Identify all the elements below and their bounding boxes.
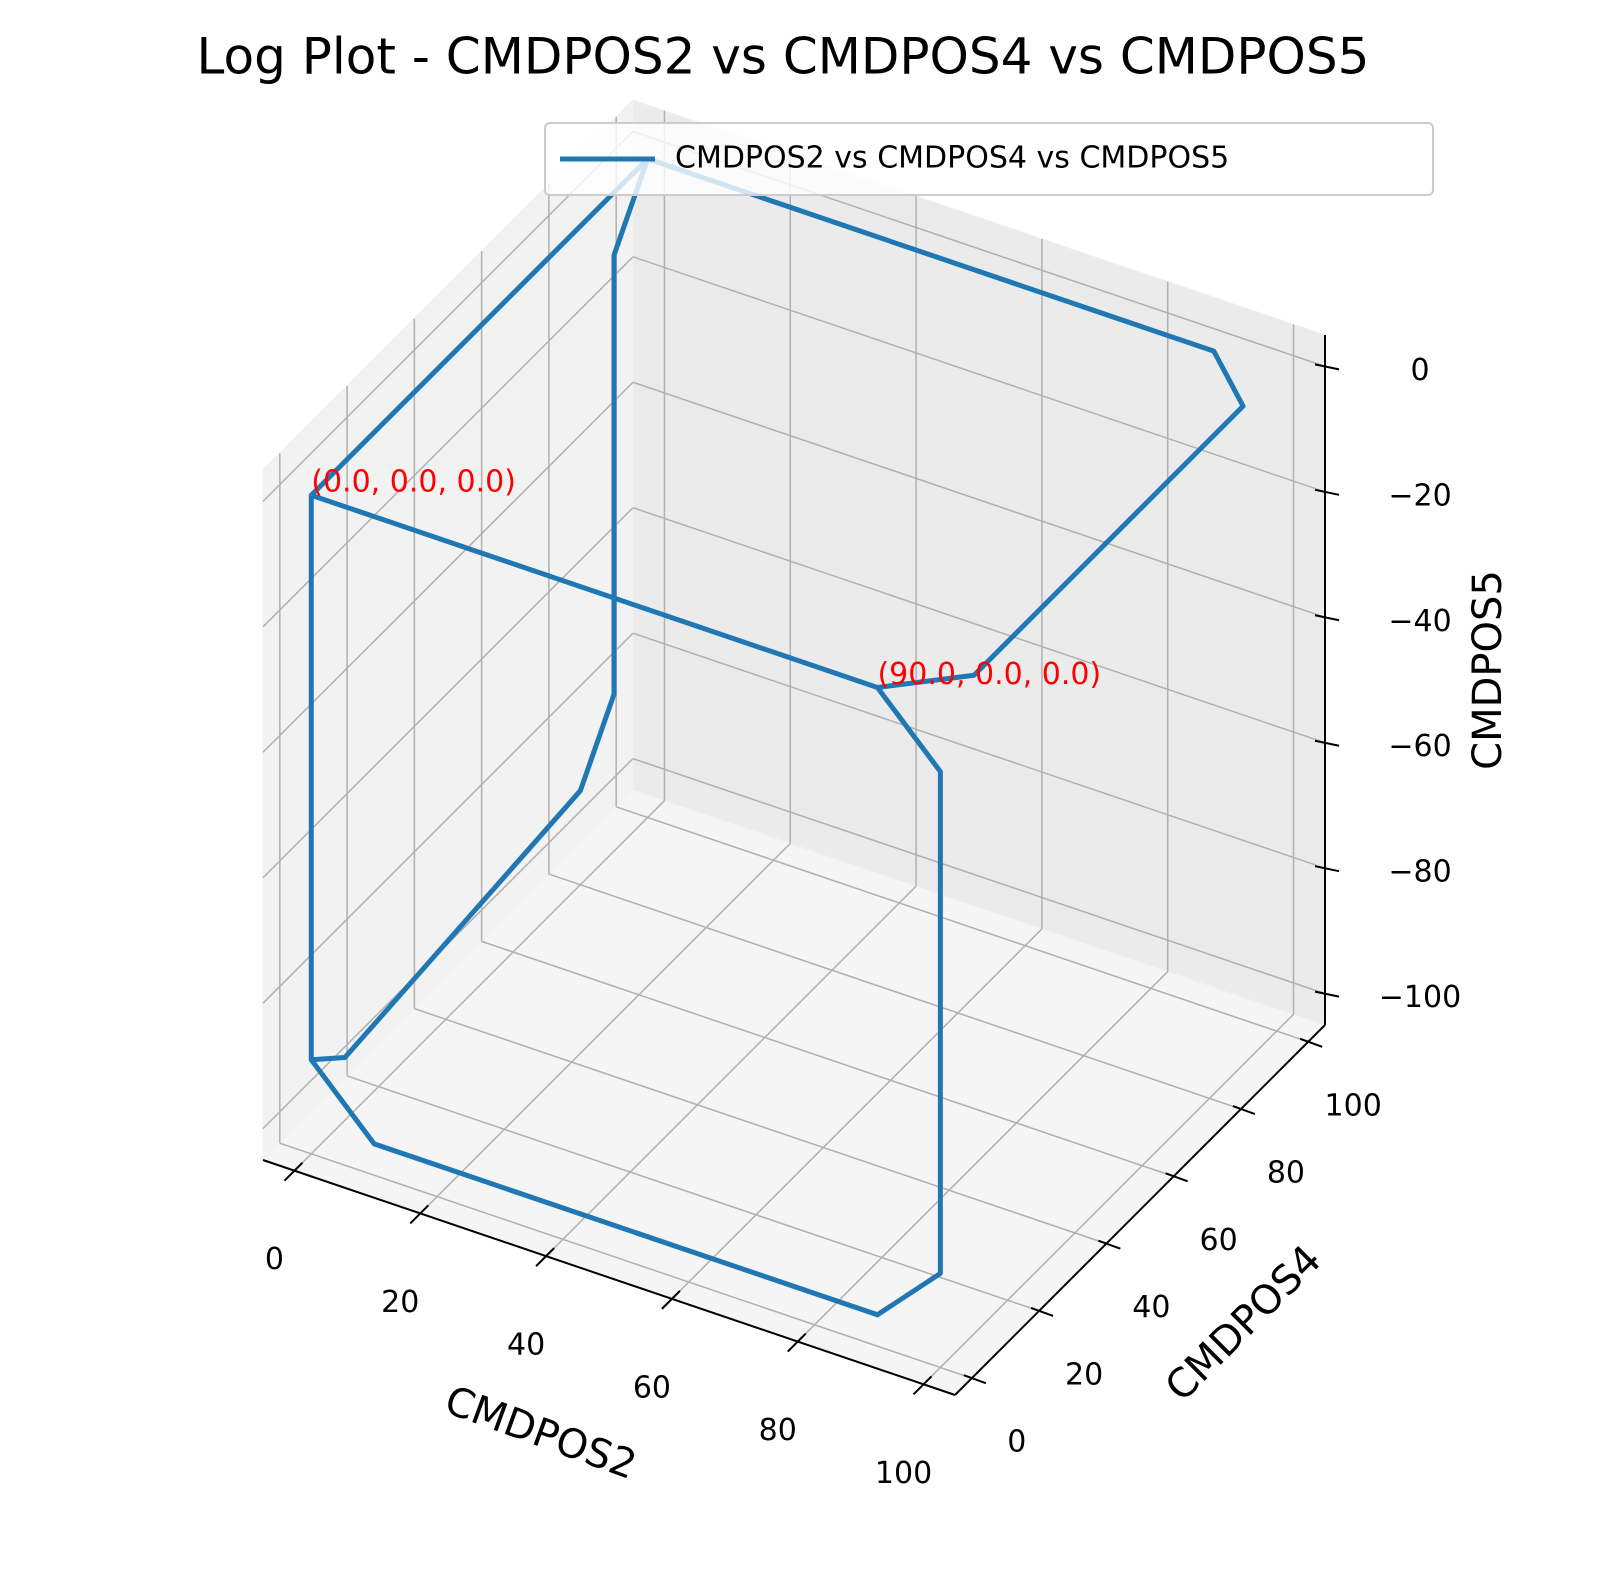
grid-line <box>262 256 634 628</box>
z-tick <box>1314 865 1340 873</box>
x-tick-label: 60 <box>633 1370 671 1405</box>
grid-line <box>923 1013 1295 1385</box>
x-tick <box>912 1375 933 1396</box>
legend: CMDPOS2 vs CMDPOS4 vs CMDPOS5 <box>544 122 1434 196</box>
grid-line <box>346 1075 1040 1312</box>
grid-line <box>262 507 634 879</box>
y-tick <box>1299 1037 1323 1048</box>
x-tick-label: 100 <box>875 1456 932 1491</box>
z-tick-label: −20 <box>1388 478 1451 513</box>
z-tick-label: 0 <box>1410 353 1429 388</box>
x-tick <box>535 1247 555 1267</box>
y-tick-label: 100 <box>1325 1088 1382 1123</box>
grid-line <box>671 928 1043 1300</box>
legend-box <box>544 122 1434 196</box>
grid-line <box>615 806 1309 1043</box>
x-tick-label: 80 <box>759 1413 797 1448</box>
y-tick <box>1098 1239 1121 1250</box>
z-axis-label: CMDPOS5 <box>1465 570 1511 770</box>
y-tick-label: 80 <box>1267 1156 1305 1191</box>
grid-line <box>545 885 917 1257</box>
x-tick <box>283 1161 304 1182</box>
y-tick <box>1165 1172 1188 1183</box>
annotation: (90.0, 0.0, 0.0) <box>877 657 1101 692</box>
grid-line <box>548 873 1242 1110</box>
x-tick <box>409 1204 429 1225</box>
x-tick <box>787 1332 807 1353</box>
grid-line <box>797 971 1169 1343</box>
grid-line <box>414 1007 1107 1245</box>
chart-title: Log Plot - CMDPOS2 vs CMDPOS4 vs CMDPOS5 <box>197 28 1370 86</box>
x-axis-label: CMDPOS2 <box>439 1377 642 1489</box>
z-tick <box>1314 488 1340 496</box>
z-tick-label: −60 <box>1388 729 1451 764</box>
z-tick <box>1314 739 1340 747</box>
grid-line <box>632 381 1326 618</box>
grid-line <box>632 757 1326 995</box>
grid-line <box>419 842 791 1214</box>
y-tick-label: 60 <box>1200 1223 1238 1258</box>
z-tick <box>1314 614 1340 622</box>
x-axis <box>262 1159 956 1396</box>
x-tick <box>661 1290 681 1310</box>
grid-line <box>262 381 634 753</box>
y-axis-label: CMDPOS4 <box>1157 1237 1331 1411</box>
x-tick-label: 0 <box>265 1242 284 1277</box>
grid-line <box>632 256 1326 493</box>
grid-line <box>632 507 1326 744</box>
z-tick-label: −100 <box>1379 980 1461 1015</box>
y-tick <box>1232 1105 1256 1116</box>
z-tick <box>1314 990 1340 998</box>
grid-line <box>293 800 665 1172</box>
legend-label: CMDPOS2 vs CMDPOS4 vs CMDPOS5 <box>675 141 1229 176</box>
z-tick-label: −80 <box>1388 855 1451 890</box>
x-tick-label: 40 <box>507 1328 545 1363</box>
z-tick <box>1314 363 1340 371</box>
y-tick <box>1030 1306 1054 1317</box>
grid-line <box>632 632 1326 869</box>
grid-line <box>481 940 1174 1178</box>
y-tick-label: 20 <box>1065 1357 1103 1392</box>
y-tick <box>963 1374 987 1385</box>
x-tick-label: 20 <box>381 1285 419 1320</box>
y-tick-label: 0 <box>1007 1425 1026 1460</box>
annotation: (0.0, 0.0, 0.0) <box>311 465 516 500</box>
y-axis <box>954 1024 1326 1396</box>
z-tick-label: −40 <box>1388 604 1451 639</box>
y-tick-label: 40 <box>1132 1290 1170 1325</box>
grid-line <box>279 1142 973 1379</box>
grid-line <box>262 632 634 1004</box>
data-line <box>308 156 1246 1318</box>
